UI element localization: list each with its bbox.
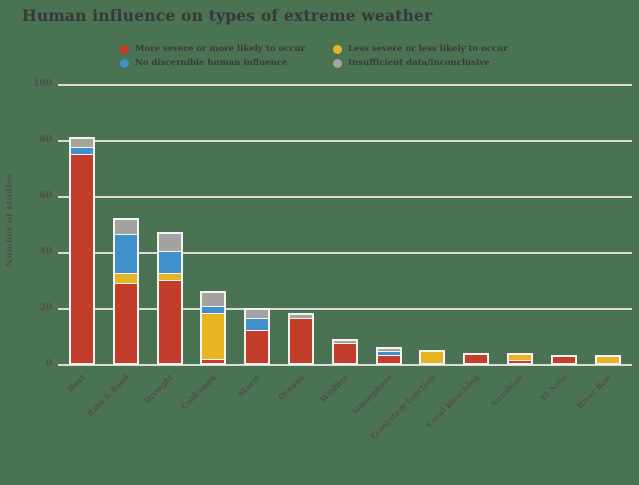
gridline — [58, 84, 632, 86]
bar-cold-snow — [200, 291, 227, 365]
bar-segment — [246, 318, 269, 330]
y-tick-label: 40 — [39, 247, 52, 257]
bar-segment — [377, 355, 400, 364]
bar-drought — [156, 232, 183, 365]
legend-item-label: Less severe or less likely to occur — [348, 44, 508, 54]
bar-segment — [421, 351, 444, 363]
bar-segment — [202, 307, 225, 313]
legend-item: More severe or more likely to occur — [120, 43, 305, 55]
bar-storm — [244, 307, 271, 365]
bar-rain-flood — [112, 218, 139, 365]
bar-segment — [465, 354, 488, 363]
bar-oceans — [288, 313, 314, 365]
bar-sunshine — [507, 352, 533, 365]
bar-coral-bleaching — [463, 352, 490, 365]
y-tick-label: 60 — [39, 191, 52, 201]
bar-segment — [114, 283, 137, 363]
legend-item-label: Insufficient data/inconclusive — [348, 58, 490, 68]
bar-ecosystem-function — [419, 349, 446, 365]
bar-segment — [71, 139, 93, 148]
y-tick-label: 20 — [39, 303, 52, 313]
bar-segment — [377, 352, 400, 355]
bar-heat — [69, 137, 95, 365]
chart-title: Human influence on types of extreme weat… — [22, 6, 433, 25]
bar-segment — [509, 360, 531, 363]
bar-segment — [114, 220, 137, 234]
gray-dot-icon — [333, 58, 343, 68]
bar-segment — [246, 309, 269, 318]
y-tick-label: 80 — [39, 135, 52, 145]
bar-segment — [333, 340, 356, 344]
gridline — [58, 308, 632, 310]
bar-segment — [202, 293, 225, 307]
gridline — [58, 364, 632, 366]
bar-segment — [71, 154, 93, 363]
bar-segment — [596, 357, 619, 363]
bar-segment — [114, 274, 137, 283]
bar-wildfire — [331, 338, 358, 365]
y-tick-label: 100 — [33, 79, 52, 89]
plot-area — [58, 84, 632, 366]
y-tick-label: 0 — [45, 359, 52, 369]
bar-el-ni-o — [550, 355, 577, 365]
bar-river-flow — [594, 355, 621, 365]
legend-item: Insufficient data/inconclusive — [333, 57, 508, 69]
bar-segment — [377, 349, 400, 352]
legend-item: Less severe or less likely to occur — [333, 43, 508, 55]
bar-segment — [158, 280, 181, 363]
bar-segment — [246, 330, 269, 363]
red-dot-icon — [120, 44, 129, 54]
chart-container: Human influence on types of extreme weat… — [5, 6, 632, 441]
legend-item: No discernible human influence — [120, 57, 305, 69]
bar-segment — [290, 319, 312, 363]
legend-column-right: Less severe or less likely to occur Insu… — [333, 43, 508, 69]
bar-segment — [114, 234, 137, 274]
gridline — [58, 140, 632, 142]
blue-dot-icon — [120, 58, 129, 68]
legend: More severe or more likely to occur No d… — [120, 43, 508, 69]
bar-segment — [552, 357, 575, 363]
bar-segment — [158, 251, 181, 274]
bar-segment — [202, 360, 225, 364]
legend-column-left: More severe or more likely to occur No d… — [120, 43, 305, 69]
bar-segment — [290, 315, 312, 319]
bar-segment — [333, 344, 356, 363]
bar-segment — [158, 274, 181, 280]
bar-segment — [71, 148, 93, 154]
y-axis-title: Number of studies — [5, 173, 15, 267]
bar-segment — [509, 354, 531, 360]
yellow-dot-icon — [333, 44, 343, 54]
bar-atmosphere — [375, 347, 402, 365]
bar-segment — [202, 313, 225, 360]
legend-item-label: No discernible human influence — [135, 58, 288, 68]
bar-segment — [158, 234, 181, 251]
gridline — [58, 196, 632, 198]
gridline — [58, 252, 632, 254]
legend-item-label: More severe or more likely to occur — [135, 44, 306, 54]
